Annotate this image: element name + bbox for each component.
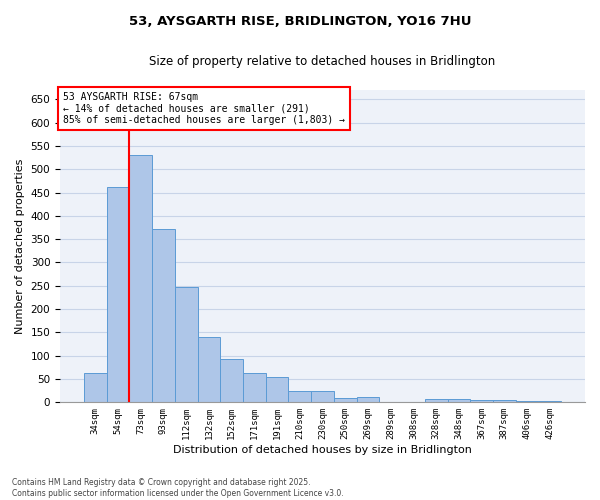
Bar [220, 360, 243, 403]
Bar [84, 374, 107, 402]
Bar [448, 398, 470, 402]
Bar [152, 229, 175, 402]
Bar [107, 187, 130, 402]
Bar [197, 337, 220, 402]
Bar [175, 286, 197, 403]
Bar [470, 400, 493, 402]
Bar [334, 398, 356, 402]
Title: Size of property relative to detached houses in Bridlington: Size of property relative to detached ho… [149, 55, 496, 68]
Bar [130, 156, 152, 402]
Bar [425, 399, 448, 402]
Bar [356, 396, 379, 402]
Bar [515, 401, 538, 402]
Bar [493, 400, 515, 402]
Text: 53, AYSGARTH RISE, BRIDLINGTON, YO16 7HU: 53, AYSGARTH RISE, BRIDLINGTON, YO16 7HU [129, 15, 471, 28]
Y-axis label: Number of detached properties: Number of detached properties [15, 158, 25, 334]
Text: 53 AYSGARTH RISE: 67sqm
← 14% of detached houses are smaller (291)
85% of semi-d: 53 AYSGARTH RISE: 67sqm ← 14% of detache… [62, 92, 344, 125]
Bar [311, 390, 334, 402]
Text: Contains HM Land Registry data © Crown copyright and database right 2025.
Contai: Contains HM Land Registry data © Crown c… [12, 478, 344, 498]
Bar [243, 374, 266, 402]
X-axis label: Distribution of detached houses by size in Bridlington: Distribution of detached houses by size … [173, 445, 472, 455]
Bar [289, 390, 311, 402]
Bar [266, 376, 289, 402]
